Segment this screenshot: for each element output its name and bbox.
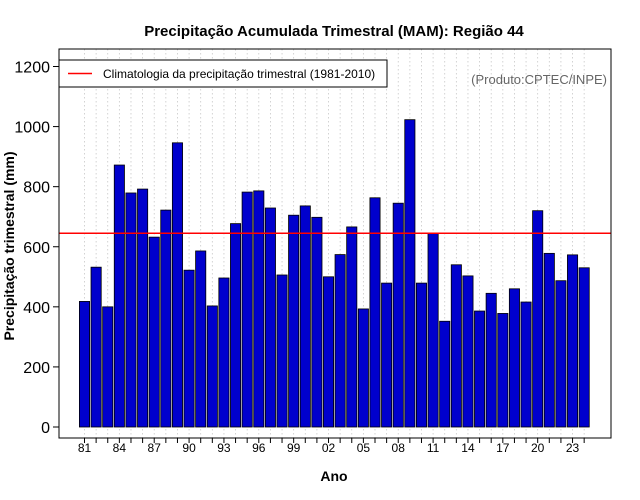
bar-2007 xyxy=(381,282,393,428)
plot-frame xyxy=(58,48,612,439)
bar-1989 xyxy=(171,142,183,428)
legend-box xyxy=(58,59,388,88)
x-tick-label: 05 xyxy=(357,441,371,455)
x-tick-label: 84 xyxy=(113,441,127,455)
bar-1993 xyxy=(218,277,230,428)
bar-2008 xyxy=(392,202,404,428)
bar-2001 xyxy=(311,216,323,428)
bar-2016 xyxy=(485,292,497,428)
bar-1982 xyxy=(90,266,102,428)
legend-label: Climatologia da precipitação trimestral … xyxy=(103,67,375,81)
y-axis-label: Precipitação trimestral (mm) xyxy=(1,151,17,340)
bar-1996 xyxy=(253,190,265,428)
bar-2014 xyxy=(462,275,474,428)
x-tick-label: 20 xyxy=(531,441,545,455)
bar-2015 xyxy=(474,310,486,428)
bar-2005 xyxy=(357,308,369,428)
bar-2019 xyxy=(520,301,532,428)
y-tick-label: 600 xyxy=(23,240,50,257)
x-axis: 81 84 87 90 93 96 99 02 05 08 11 14 17 20 23 xyxy=(78,438,585,455)
bar-1999 xyxy=(288,214,300,428)
chart-title: Precipitação Acumulada Trimestral (MAM):… xyxy=(144,23,524,40)
x-tick-label: 14 xyxy=(461,441,475,455)
bar-2006 xyxy=(369,197,381,428)
x-tick-label: 11 xyxy=(427,441,440,455)
bar-2009 xyxy=(404,119,416,428)
y-tick-label: 1000 xyxy=(14,120,50,137)
x-tick-label: 08 xyxy=(392,441,406,455)
bar-1994 xyxy=(230,223,242,428)
bar-2002 xyxy=(323,276,335,428)
bar-1991 xyxy=(195,250,207,428)
credit-text: (Produto:CPTEC/INPE) xyxy=(471,72,607,87)
bar-2011 xyxy=(427,232,439,428)
bar-2017 xyxy=(497,313,509,428)
x-tick-label: 93 xyxy=(217,441,231,455)
bar-2022 xyxy=(555,280,567,428)
bar-2018 xyxy=(508,288,520,428)
legend: Climatologia da precipitação trimestral … xyxy=(58,59,388,88)
bar-2010 xyxy=(415,282,427,428)
bar-2012 xyxy=(439,320,451,428)
bar-1990 xyxy=(183,269,195,428)
x-tick-label: 96 xyxy=(252,441,266,455)
x-tick-label: 99 xyxy=(287,441,301,455)
bar-1995 xyxy=(241,191,253,428)
y-axis: 0 200 400 600 800 1000 1200 xyxy=(14,60,59,437)
x-tick-label: 87 xyxy=(148,441,162,455)
y-tick-label: 1200 xyxy=(14,60,50,77)
y-tick-label: 400 xyxy=(23,300,50,317)
bar-1984 xyxy=(113,164,125,428)
x-tick-label: 02 xyxy=(322,441,336,455)
bar-1992 xyxy=(206,305,218,428)
y-tick-label: 0 xyxy=(41,420,50,437)
bar-2021 xyxy=(543,252,555,428)
x-tick-label: 23 xyxy=(566,441,580,455)
bar-1985 xyxy=(125,192,137,428)
x-tick-label: 17 xyxy=(496,441,510,455)
bar-2020 xyxy=(532,210,544,428)
bar-1988 xyxy=(160,209,172,428)
bar-1986 xyxy=(137,188,149,428)
y-tick-label: 800 xyxy=(23,180,50,197)
y-tick-label: 200 xyxy=(23,360,50,377)
bar-2013 xyxy=(450,264,462,428)
bars xyxy=(79,119,590,428)
bar-1998 xyxy=(276,274,288,428)
bar-1997 xyxy=(264,207,276,428)
x-tick-label: 81 xyxy=(78,441,92,455)
bar-2003 xyxy=(334,254,346,428)
bar-2004 xyxy=(346,226,358,428)
bar-2000 xyxy=(299,205,311,428)
bar-1987 xyxy=(148,236,160,428)
bar-1983 xyxy=(102,306,114,428)
x-tick-label: 90 xyxy=(182,441,196,455)
bar-2024 xyxy=(578,267,590,428)
x-axis-label: Ano xyxy=(320,468,347,484)
bar-1981 xyxy=(79,301,91,428)
bar-2023 xyxy=(567,254,579,428)
